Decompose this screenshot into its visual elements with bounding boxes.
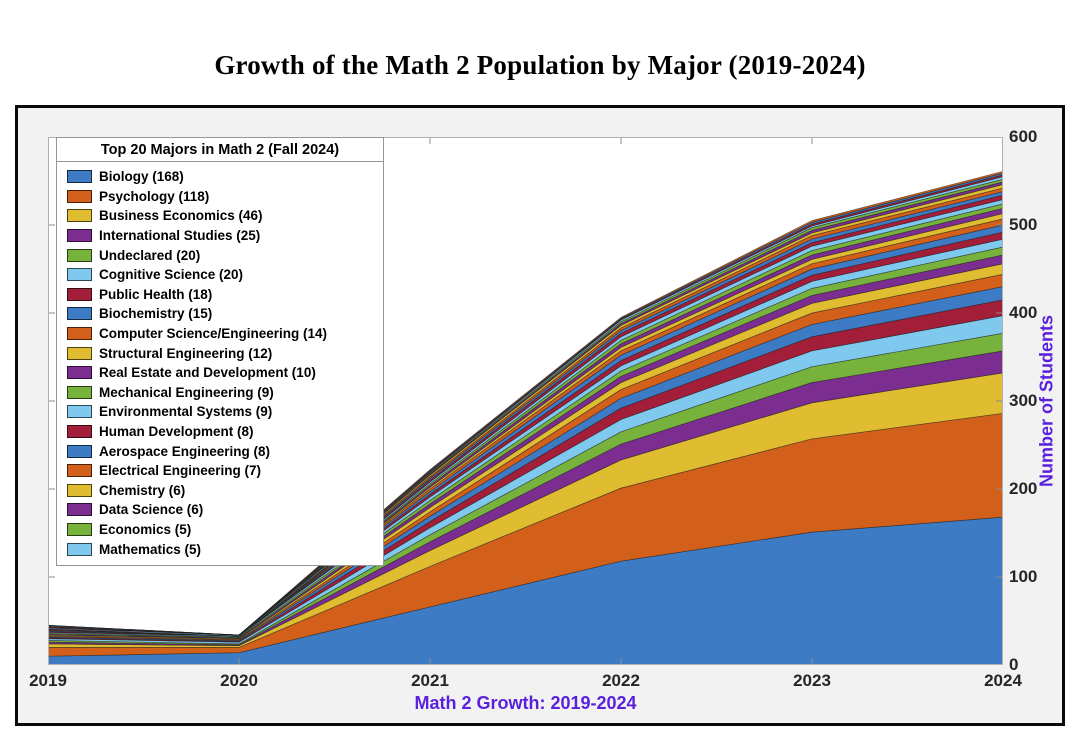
legend-swatch [67, 464, 92, 478]
legend-item: Biology (168) [67, 167, 375, 187]
legend-swatch [67, 385, 92, 399]
x-tick-label: 2023 [793, 671, 831, 690]
legend-item: Psychology (118) [67, 187, 375, 207]
legend-swatch [67, 542, 92, 556]
legend-item: Real Estate and Development (10) [67, 363, 375, 383]
legend-swatch [67, 248, 92, 262]
legend-swatch [67, 444, 92, 458]
y-axis-label: Number of Students [1036, 314, 1057, 488]
legend-swatch [67, 209, 92, 223]
legend-item: Chemistry (6) [67, 481, 375, 501]
legend-item: Electrical Engineering (7) [67, 461, 375, 481]
y-tick-label: 500 [1009, 215, 1038, 234]
legend-item: Economics (5) [67, 520, 375, 540]
legend-item-label: Structural Engineering (12) [99, 345, 273, 361]
legend-item-label: Chemistry (6) [99, 482, 186, 498]
legend-swatch [67, 425, 92, 439]
legend-swatch [67, 287, 92, 301]
legend-swatch [67, 346, 92, 360]
legend-title: Top 20 Majors in Math 2 (Fall 2024) [57, 138, 383, 162]
legend-item: Business Economics (46) [67, 206, 375, 226]
y-tick-label: 300 [1009, 391, 1038, 410]
legend-item: Computer Science/Engineering (14) [67, 324, 375, 344]
legend-swatch [67, 189, 92, 203]
legend-swatch [67, 503, 92, 517]
legend-item-label: Biochemistry (15) [99, 306, 213, 322]
x-tick-label: 2022 [602, 671, 640, 690]
legend-swatch [67, 405, 92, 419]
legend-item: International Studies (25) [67, 226, 375, 246]
legend-swatch [67, 327, 92, 341]
y-tick-label: 600 [1009, 127, 1038, 146]
legend-item: Data Science (6) [67, 500, 375, 520]
legend-item-label: Undeclared (20) [99, 247, 201, 263]
legend-item: Aerospace Engineering (8) [67, 441, 375, 461]
legend-swatch [67, 170, 92, 184]
y-tick-label: 0 [1009, 655, 1019, 674]
legend-items: Biology (168) Psychology (118) Business Ec… [57, 162, 383, 565]
legend-item-label: Electrical Engineering (7) [99, 463, 262, 479]
x-tick-label: 2019 [29, 671, 67, 690]
y-tick-label: 200 [1009, 479, 1038, 498]
x-axis-label: Math 2 Growth: 2019-2024 [414, 693, 637, 713]
legend-item-label: Human Development (8) [99, 424, 254, 440]
legend-item: Undeclared (20) [67, 245, 375, 265]
legend-item: Human Development (8) [67, 422, 375, 442]
legend-item-label: Public Health (18) [99, 286, 213, 302]
legend-item-label: Aerospace Engineering (8) [99, 443, 271, 459]
legend-item-label: Environmental Systems (9) [99, 404, 273, 420]
y-tick-label: 100 [1009, 567, 1038, 586]
legend-item-label: Business Economics (46) [99, 208, 263, 224]
legend-item-label: Mathematics (5) [99, 541, 202, 557]
legend-swatch [67, 268, 92, 282]
legend-swatch [67, 522, 92, 536]
legend-item: Structural Engineering (12) [67, 343, 375, 363]
legend-item-label: Data Science (6) [99, 502, 204, 518]
legend-item: Mathematics (5) [67, 539, 375, 559]
plot-frame [48, 137, 1003, 665]
legend-item: Cognitive Science (20) [67, 265, 375, 285]
legend-swatch [67, 366, 92, 380]
legend-item-label: International Studies (25) [99, 228, 261, 244]
legend-item-label: Economics (5) [99, 521, 192, 537]
legend-item-label: Mechanical Engineering (9) [99, 384, 274, 400]
legend-item-label: Real Estate and Development (10) [99, 365, 316, 381]
legend-item-label: Biology (168) [99, 169, 184, 185]
legend: Top 20 Majors in Math 2 (Fall 2024) Biol… [56, 137, 384, 566]
legend-item-label: Psychology (118) [99, 188, 210, 204]
x-tick-label: 2021 [411, 671, 449, 690]
legend-item: Mechanical Engineering (9) [67, 383, 375, 403]
legend-swatch [67, 307, 92, 321]
legend-item-label: Computer Science/Engineering (14) [99, 326, 328, 342]
area-band-other-29 [48, 170, 1003, 636]
x-tick-label: 2020 [220, 671, 258, 690]
legend-item-label: Cognitive Science (20) [99, 267, 244, 283]
y-tick-label: 400 [1009, 303, 1038, 322]
legend-item: Environmental Systems (9) [67, 402, 375, 422]
legend-item: Public Health (18) [67, 285, 375, 305]
legend-swatch [67, 229, 92, 243]
legend-swatch [67, 483, 92, 497]
legend-item: Biochemistry (15) [67, 304, 375, 324]
x-tick-label: 2024 [984, 671, 1022, 690]
chart-title: Growth of the Math 2 Population by Major… [214, 50, 866, 80]
